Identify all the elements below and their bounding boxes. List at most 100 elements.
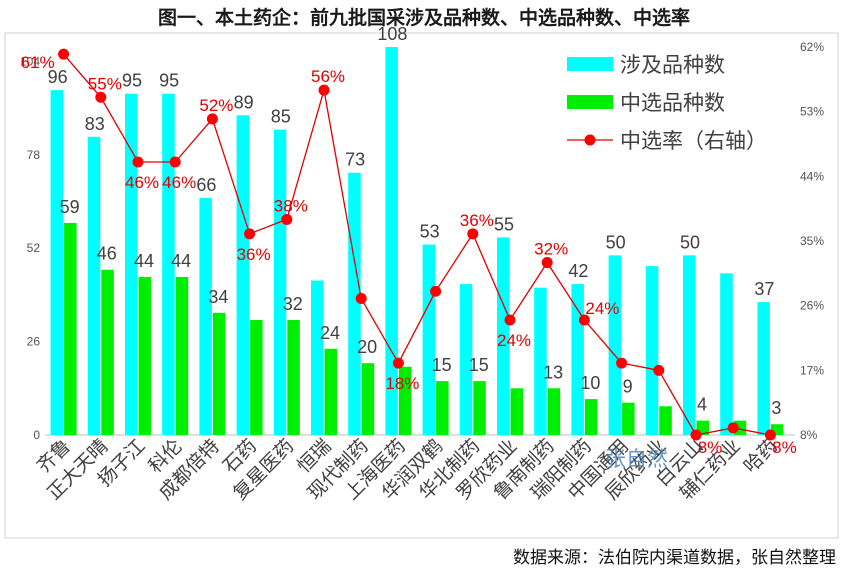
left-tick-label: 104 [20,54,40,68]
bar-selected [175,276,189,435]
series-involved-bars [50,47,770,436]
rate-marker [764,429,776,441]
label-involved: 96 [48,67,68,87]
legend-swatch-involved [567,57,613,71]
legend-label-rate: 中选率（右轴） [620,129,767,153]
bar-selected [287,320,300,435]
bar-involved [683,255,696,435]
label-involved: 55 [494,214,514,234]
rate-marker [727,422,739,434]
rate-marker [58,48,70,60]
label-involved: 89 [234,92,254,112]
bar-involved [87,136,101,435]
label-selected: 46 [97,244,117,264]
right-tick-label: 17% [800,363,824,377]
legend: 涉及品种数 中选品种数 中选率（右轴） [567,53,767,153]
label-involved: 95 [122,71,142,91]
rate-marker [467,228,479,240]
label-involved: 83 [85,114,105,134]
rate-marker [392,357,404,369]
right-tick-label: 44% [800,169,824,183]
series-rate-line [63,53,771,436]
rate-marker [653,364,665,376]
label-selected: 32 [283,294,303,314]
label-rate: 36% [237,245,271,264]
label-involved: 95 [159,71,179,91]
label-involved: 66 [196,175,216,195]
rate-marker [132,156,144,168]
label-rate: 18% [385,374,419,393]
left-tick-label: 78 [27,148,41,162]
bar-involved [236,115,250,435]
right-tick-label: 8% [800,428,818,442]
legend-label-involved: 涉及品种数 [620,53,725,77]
bar-involved [497,237,510,435]
rate-marker [430,285,442,297]
bar-involved [385,47,398,435]
left-tick-label: 26 [27,335,41,349]
rate-marker [206,113,218,125]
bar-selected [547,388,561,435]
series-selected-bars [64,223,784,435]
label-involved: 85 [271,107,291,127]
label-rate: 38% [274,196,308,215]
bar-selected [101,269,114,435]
rate-marker [690,429,702,441]
bar-selected [212,312,226,435]
source-note: 数据来源：法伯院内渠道数据，张自然整理 [513,548,836,568]
rate-marker [541,257,553,269]
label-selected: 3 [771,398,781,418]
bar-selected [770,424,784,435]
label-rate: 61% [21,53,55,72]
label-rate: 46% [162,173,196,192]
bar-selected [138,276,151,435]
bar-involved [50,90,64,435]
series-rate-markers [58,48,776,441]
rate-marker [169,156,181,168]
label-involved: 108 [377,24,407,44]
rate-marker [616,357,628,369]
legend-label-selected: 中选品种数 [620,91,725,115]
label-selected: 20 [357,337,377,357]
label-rate: 56% [311,67,345,86]
rate-marker [355,292,367,304]
label-selected: 9 [623,377,633,397]
chart-title: 图一、本土药企：前九批国采涉及品种数、中选品种数、中选率 [158,6,690,29]
category-labels: 齐鲁正大天晴扬子江科伦成都倍特石药复星医药恒瑞现代制药上海医药华润双鹤华北制药罗… [33,435,782,504]
left-tick-label: 52 [27,241,41,255]
bar-involved [273,129,287,435]
rate-marker [281,213,293,225]
label-rate: 55% [88,74,122,93]
rate-marker [95,91,107,103]
bar-involved [571,284,584,435]
plot-frame [4,32,839,539]
label-selected: 44 [134,251,154,271]
bar-involved [422,244,436,435]
label-selected: 44 [171,251,191,271]
bar-involved [534,287,547,435]
bar-selected [510,388,523,435]
left-axis: 0 26 52 78 104 [20,54,40,442]
label-rate: 8% [698,438,723,457]
label-rate: 8% [772,438,797,457]
bar-involved [720,273,733,435]
right-tick-label: 26% [800,299,824,313]
bar-involved [311,280,324,435]
label-rate: 52% [199,96,233,115]
right-tick-label: 62% [800,40,824,54]
label-rate: 24% [497,331,531,350]
label-selected: 59 [60,197,80,217]
right-axis: 8% 17% 26% 35% 44% 53% 62% [800,40,824,442]
bar-involved [162,93,175,435]
label-involved: 50 [606,232,626,252]
bar-involved [125,93,138,435]
bar-selected [622,402,635,435]
bar-selected [250,320,263,435]
legend-swatch-rate-marker [584,134,596,146]
label-involved: 53 [420,222,440,242]
bar-selected [659,406,672,435]
legend-swatch-selected [567,95,613,109]
label-selected: 34 [208,287,228,307]
